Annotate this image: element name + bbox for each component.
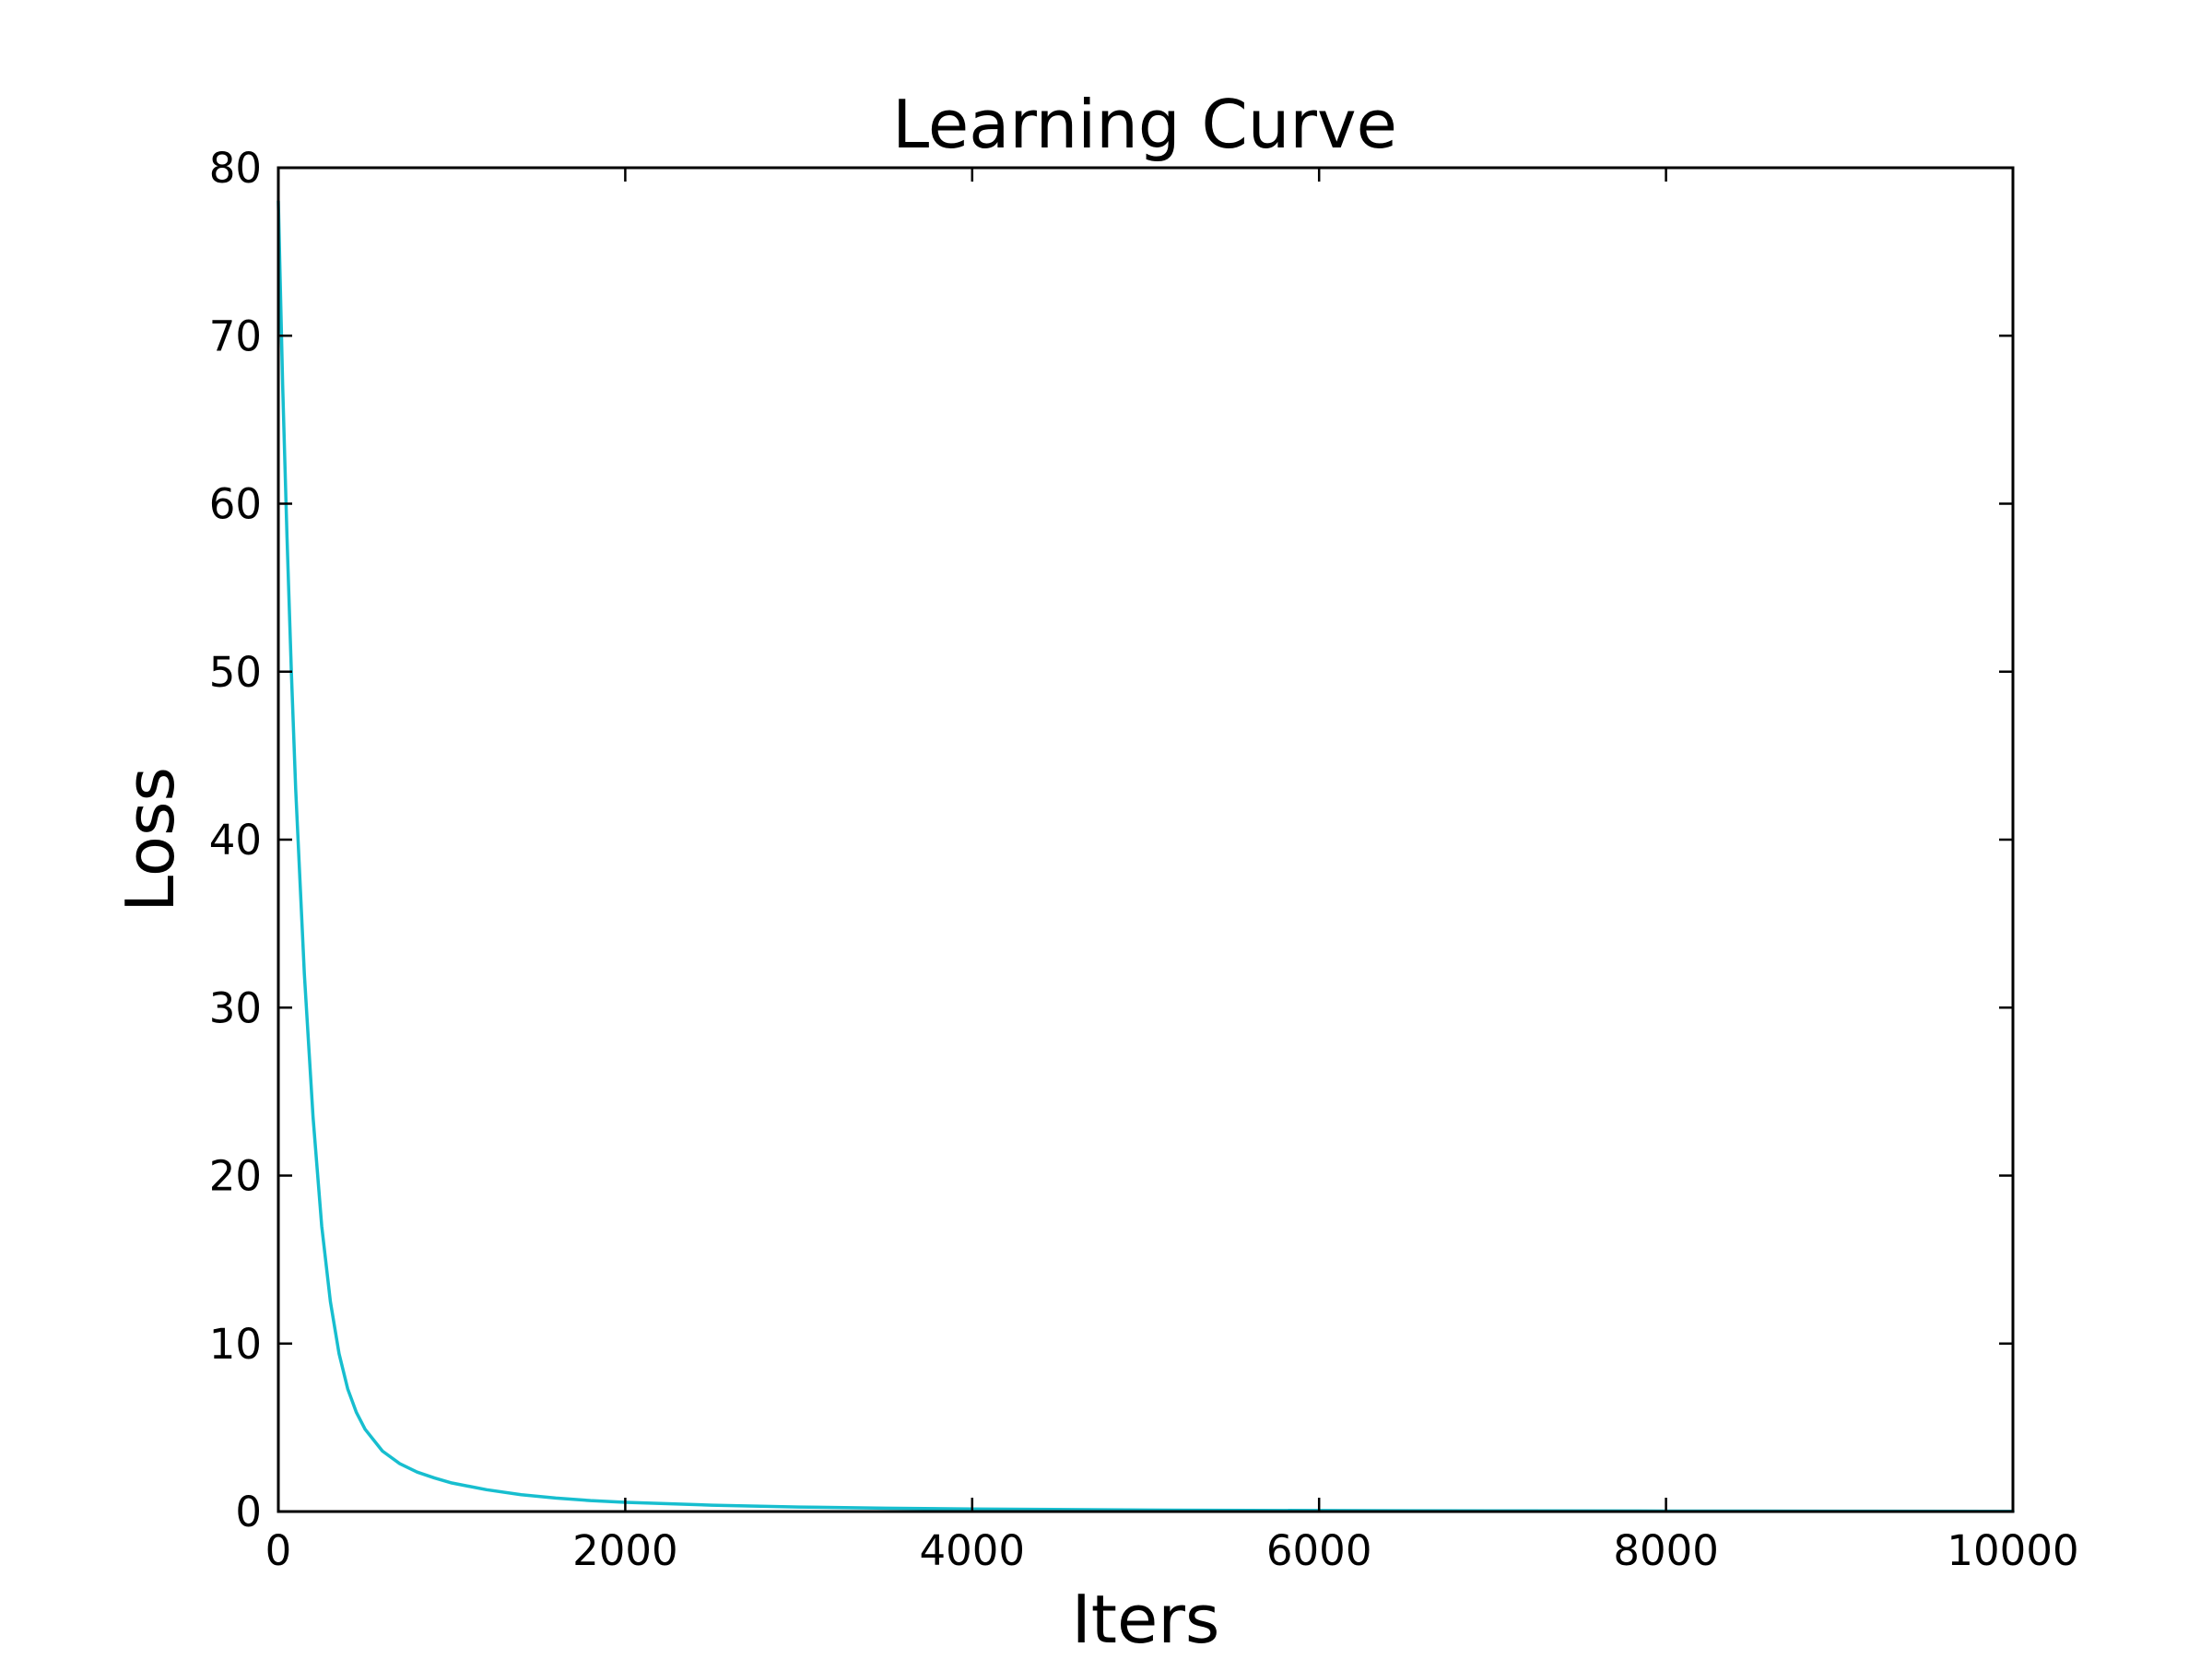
series-layer [276, 199, 2015, 1513]
y-tick-label: 40 [209, 816, 262, 865]
y-axis-label: Loss [112, 767, 189, 912]
y-tick-label: 60 [209, 480, 262, 529]
x-tick-label: 0 [265, 1526, 292, 1575]
plot-area [278, 168, 2013, 1512]
y-tick-label: 10 [209, 1320, 262, 1369]
plot-frame [276, 166, 2015, 1513]
x-tick-label: 6000 [1266, 1526, 1372, 1575]
x-tick-label: 10000 [1947, 1526, 2078, 1575]
x-tick-label: 2000 [572, 1526, 678, 1575]
x-axis-label: Iters [1072, 1581, 1220, 1658]
y-tick-label: 30 [209, 983, 262, 1032]
y-tick-label: 70 [209, 312, 262, 360]
y-tick-label: 0 [235, 1488, 262, 1536]
y-tick-label: 80 [209, 144, 262, 193]
x-tick-label: 8000 [1613, 1526, 1719, 1575]
x-tick-label: 4000 [920, 1526, 1026, 1575]
chart-title: Learning Curve [892, 86, 1397, 163]
loss-series-line [276, 199, 2015, 1513]
ticks-layer: 0 2000 4000 6000 8000 10000 0 10 20 30 40 50 60 70 80 [209, 144, 2079, 1575]
y-tick-label: 20 [209, 1152, 262, 1201]
y-tick-label: 50 [209, 648, 262, 697]
